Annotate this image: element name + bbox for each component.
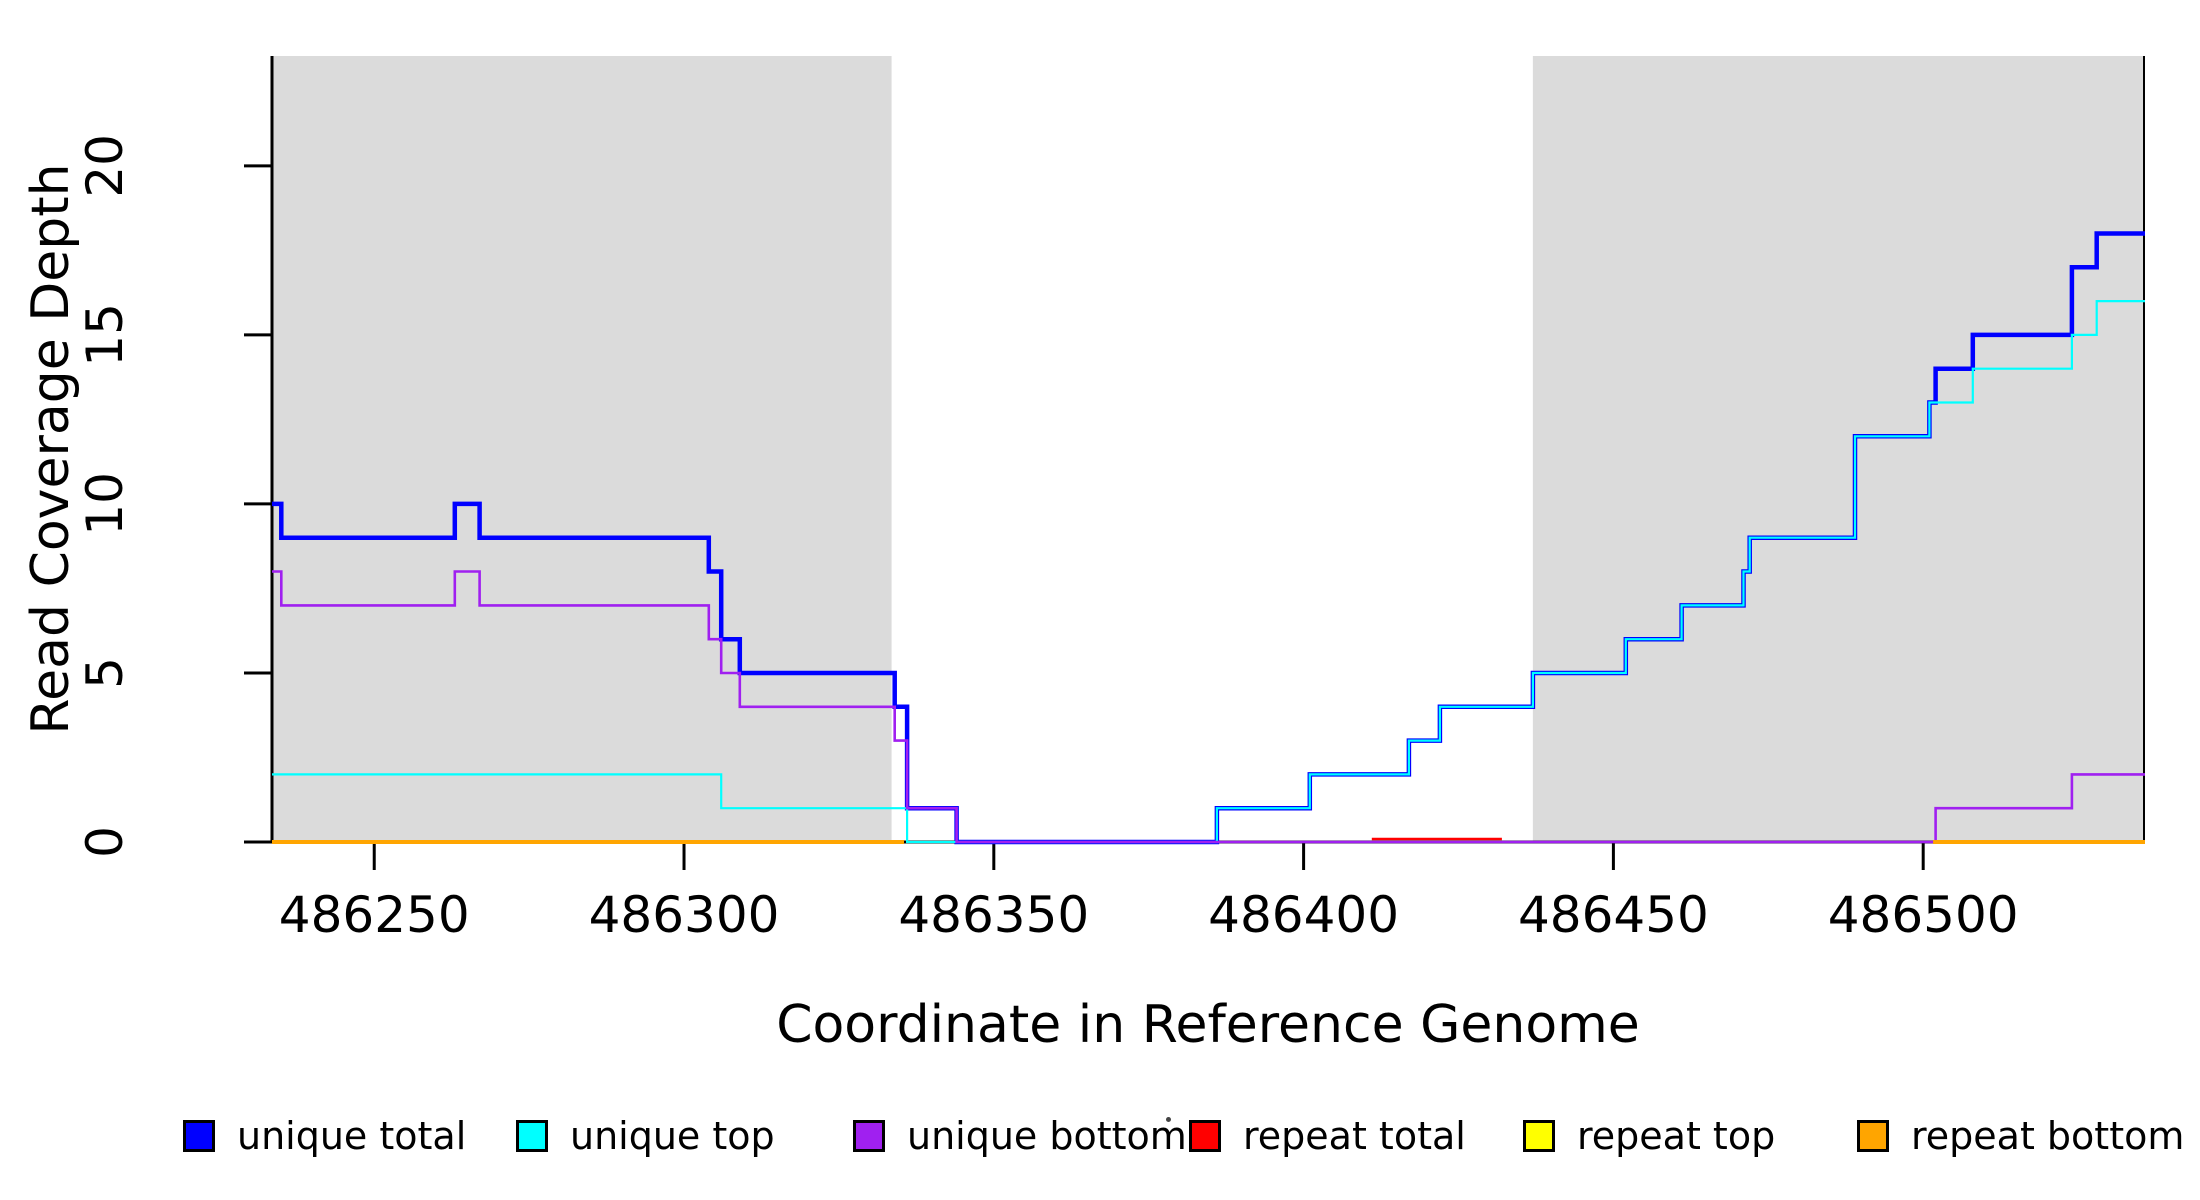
legend-label: unique total <box>237 1114 467 1158</box>
y-tick-label: 15 <box>76 303 134 367</box>
y-tick-label: 0 <box>76 826 134 858</box>
series-layer <box>272 231 2145 845</box>
legend-item-repeat-bottom: repeat bottom <box>1857 1114 2184 1158</box>
x-tick-label: 486400 <box>1208 886 1399 944</box>
legend-label: repeat top <box>1577 1114 1776 1158</box>
legend-swatch-repeat-total <box>1189 1120 1221 1152</box>
legend-item-unique-bottom: unique bottom <box>853 1114 1187 1158</box>
legend-item-unique-total: unique total <box>183 1114 466 1158</box>
x-tick-label: 486500 <box>1828 886 2019 944</box>
x-tick-label: 486350 <box>898 886 1089 944</box>
series-line-unique-top <box>272 300 2145 844</box>
legend-item-repeat-top: repeat top <box>1523 1114 1775 1158</box>
legend-item-unique-top: unique top <box>516 1114 775 1158</box>
axes-layer: 486250 486300 486350 486400 486450 486500 0 5 10… <box>76 56 2145 944</box>
x-axis-title: Coordinate in Reference Genome <box>776 995 1640 1055</box>
stray-dot <box>1166 1117 1171 1122</box>
legend-label: repeat total <box>1243 1114 1466 1158</box>
legend-swatch-unique-bottom <box>853 1120 885 1152</box>
x-tick-label: 486300 <box>589 886 780 944</box>
legend-swatch-repeat-bottom <box>1857 1120 1889 1152</box>
legend-item-repeat-total: repeat total <box>1189 1114 1466 1158</box>
legend-label: unique top <box>570 1114 775 1158</box>
legend-swatch-unique-top <box>516 1120 548 1152</box>
shaded-regions-layer <box>272 56 2145 842</box>
shaded-region <box>1532 56 2145 842</box>
series-line-unique-bottom <box>272 570 2145 844</box>
legend-swatch-unique-total <box>183 1120 215 1152</box>
shaded-region <box>272 56 892 842</box>
y-axis-title: Read Coverage Depth <box>21 163 81 734</box>
legend-swatch-repeat-top <box>1523 1120 1555 1152</box>
legend-label: unique bottom <box>907 1114 1187 1158</box>
x-tick-label: 486250 <box>279 886 470 944</box>
x-tick-label: 486450 <box>1518 886 1709 944</box>
y-tick-label: 20 <box>76 134 134 198</box>
y-tick-label: 10 <box>76 472 134 536</box>
y-tick-label: 5 <box>76 657 134 689</box>
legend-label: repeat bottom <box>1911 1114 2185 1158</box>
